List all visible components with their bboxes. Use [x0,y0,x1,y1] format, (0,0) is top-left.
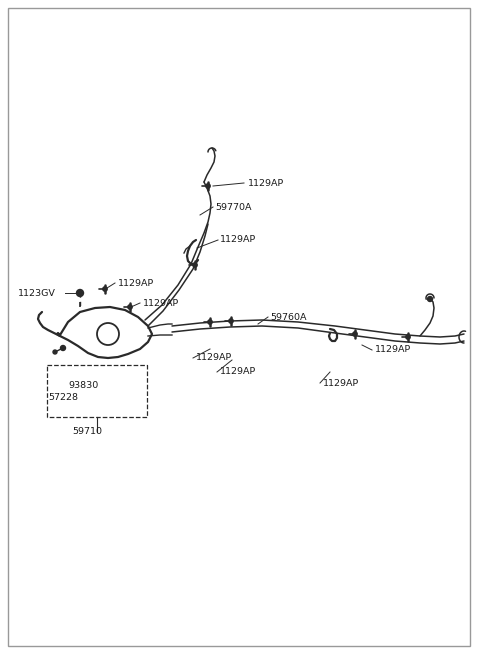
Text: 57228: 57228 [48,392,78,402]
Text: 1123GV: 1123GV [18,288,56,297]
Text: 59760A: 59760A [270,312,307,322]
Circle shape [406,335,410,339]
Text: 1129AP: 1129AP [118,278,154,288]
Circle shape [353,332,357,336]
Circle shape [208,320,212,324]
Text: 59770A: 59770A [215,202,252,212]
Circle shape [206,184,210,188]
Text: 1129AP: 1129AP [143,299,179,307]
Text: 1129AP: 1129AP [220,236,256,244]
Circle shape [128,305,132,309]
Circle shape [53,350,57,354]
Circle shape [428,297,432,301]
Circle shape [193,263,197,267]
Circle shape [103,287,107,291]
Bar [47,365,147,417]
Circle shape [60,345,65,350]
Text: 93830: 93830 [68,381,98,390]
Text: 1129AP: 1129AP [248,179,284,187]
Text: 1129AP: 1129AP [323,379,359,388]
Text: 1129AP: 1129AP [196,354,232,362]
Text: 1129AP: 1129AP [220,367,256,377]
Text: 59710: 59710 [72,428,102,436]
Text: 1129AP: 1129AP [375,345,411,354]
Circle shape [229,319,233,323]
Polygon shape [57,307,152,358]
Circle shape [76,290,84,297]
